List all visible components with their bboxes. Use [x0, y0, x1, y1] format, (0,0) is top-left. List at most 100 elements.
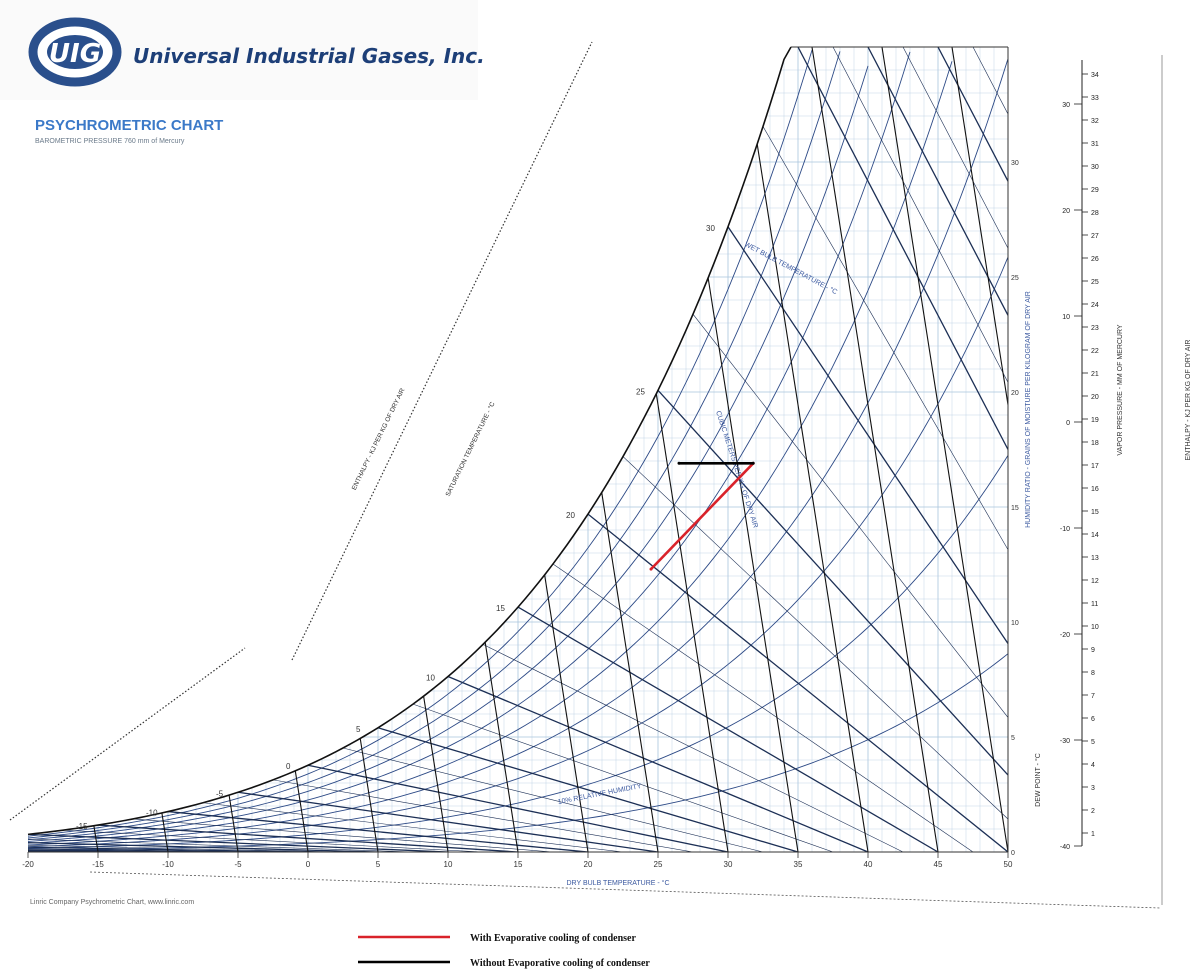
series-point-1 — [677, 461, 681, 465]
vapor-tick-label: 1 — [1091, 831, 1095, 838]
diagonal-enthalpy-scale — [291, 41, 593, 661]
x-tick-label: 45 — [934, 860, 943, 869]
x-tick-label: -15 — [92, 860, 104, 869]
x-tick-label: 20 — [584, 860, 593, 869]
enthalpy-line — [377, 727, 799, 852]
x-axis-label: DRY BULB TEMPERATURE - °C — [566, 879, 669, 887]
plot-area — [27, 46, 1008, 852]
vapor-tick-label: 19 — [1091, 417, 1099, 424]
sat-tick-label: -10 — [146, 809, 158, 818]
vapor-tick-label: 20 — [1091, 394, 1099, 401]
enthalpy-line — [272, 779, 694, 852]
volume-line — [41, 47, 169, 852]
vapor-tick-label: 21 — [1091, 371, 1099, 378]
volume-line — [391, 47, 519, 852]
x-tick-label: -10 — [162, 860, 174, 869]
vapor-tick-label: 7 — [1091, 693, 1095, 700]
enthalpy-line — [62, 829, 484, 852]
vapor-tick-label: 32 — [1091, 118, 1099, 125]
x-tick-label: 30 — [724, 860, 733, 869]
rh-curve — [28, 58, 1008, 846]
enthalpy-line — [1007, 47, 1008, 852]
vapor-tick-label: 22 — [1091, 348, 1099, 355]
volume-line — [28, 47, 29, 852]
rh-curve — [28, 256, 1008, 848]
vapor-tick-label: 17 — [1091, 463, 1099, 470]
enthalpy-line — [937, 47, 1008, 852]
dew-tick-label: -40 — [1060, 844, 1070, 851]
dew-axis-label: DEW POINT - °C — [1034, 753, 1042, 807]
page-subtitle: BAROMETRIC PRESSURE 760 mm of Mercury — [35, 138, 185, 145]
enthalpy-line — [412, 703, 834, 852]
legend: With Evaporative cooling of condenser Wi… — [358, 933, 650, 969]
sat-tick-label: 15 — [496, 604, 505, 613]
x-tick-label: -20 — [22, 860, 34, 869]
series-point-1 — [751, 461, 755, 465]
sat-tick-label: 30 — [706, 224, 715, 233]
enthalpy-axis-label: ENTHALPY - KJ PER KG OF DRY AIR — [1185, 340, 1192, 461]
logo: UIG Universal Industrial Gases, Inc. — [0, 0, 485, 100]
sat-tick-label: 0 — [286, 762, 291, 771]
sat-tick-label: -5 — [216, 789, 224, 798]
enthalpy-line — [517, 606, 939, 852]
volume-line — [461, 47, 589, 852]
enthalpy-line — [622, 456, 1008, 852]
vapor-tick-label: 27 — [1091, 233, 1099, 240]
vapor-tick-label: 9 — [1091, 647, 1095, 654]
sat-tick-label: 25 — [636, 387, 645, 396]
y-tick-label: 10 — [1011, 620, 1019, 627]
enthalpy-line — [28, 846, 274, 852]
vapor-tick-label: 12 — [1091, 578, 1099, 585]
volume-line — [671, 47, 799, 852]
vapor-tick-label: 6 — [1091, 716, 1095, 723]
dew-tick-label: 30 — [1062, 102, 1070, 109]
enthalpy-line — [28, 837, 414, 852]
rh-curve — [28, 49, 813, 837]
vapor-tick-label: 11 — [1091, 601, 1098, 608]
y-tick-label: 30 — [1011, 160, 1019, 167]
y-tick-label: 15 — [1011, 505, 1019, 512]
volume-line — [531, 47, 659, 852]
bottom-enthalpy-scale — [89, 871, 1161, 909]
vapor-tick-label: 29 — [1091, 187, 1099, 194]
vapor-tick-label: 18 — [1091, 440, 1099, 447]
dew-tick-label: -10 — [1060, 526, 1070, 533]
vapor-tick-label: 10 — [1091, 624, 1099, 631]
enthalpy-line — [587, 513, 1008, 852]
vapor-tick-label: 5 — [1091, 739, 1095, 746]
vapor-tick-label: 30 — [1091, 164, 1099, 171]
volume-line — [741, 47, 869, 852]
enthalpy-line — [762, 126, 1008, 852]
vapor-axis-label: VAPOR PRESSURE - MM OF MERCURY — [1117, 324, 1124, 456]
dew-tick-label: 20 — [1062, 208, 1070, 215]
vapor-tick-label: 15 — [1091, 509, 1099, 516]
vapor-tick-label: 24 — [1091, 302, 1099, 309]
x-tick-label: 50 — [1004, 860, 1013, 869]
sat-tick-label: 20 — [566, 511, 575, 520]
y-tick-label: 0 — [1011, 850, 1015, 857]
volume-line — [111, 47, 239, 852]
vapor-tick-label: 8 — [1091, 670, 1095, 677]
enthalpy-diag-label: ENTHALPY - KJ PER KG OF DRY AIR — [351, 387, 407, 491]
rh-curve — [28, 455, 1008, 849]
footer-credit: Linric Company Psychrometric Chart, www.… — [30, 899, 194, 906]
enthalpy-line — [727, 226, 1008, 852]
enthalpy-line — [132, 818, 554, 852]
series-group — [649, 461, 755, 571]
dew-tick-label: 0 — [1066, 420, 1070, 427]
vapor-tick-label: 16 — [1091, 486, 1099, 493]
x-tick-label: 25 — [654, 860, 663, 869]
y-tick-label: 20 — [1011, 390, 1019, 397]
y-tick-label: 25 — [1011, 275, 1019, 282]
volume-line — [601, 47, 729, 852]
x-tick-label: 0 — [306, 860, 311, 869]
vapor-tick-label: 34 — [1091, 72, 1099, 79]
saturation-curve — [27, 46, 792, 836]
legend-label-evaporative: With Evaporative cooling of condenser — [470, 933, 636, 944]
vapor-tick-label: 2 — [1091, 808, 1095, 815]
volume-line — [321, 47, 449, 852]
sat-tick-label: 10 — [426, 674, 435, 683]
vapor-tick-label: 14 — [1091, 532, 1099, 539]
enthalpy-line — [902, 47, 1008, 852]
